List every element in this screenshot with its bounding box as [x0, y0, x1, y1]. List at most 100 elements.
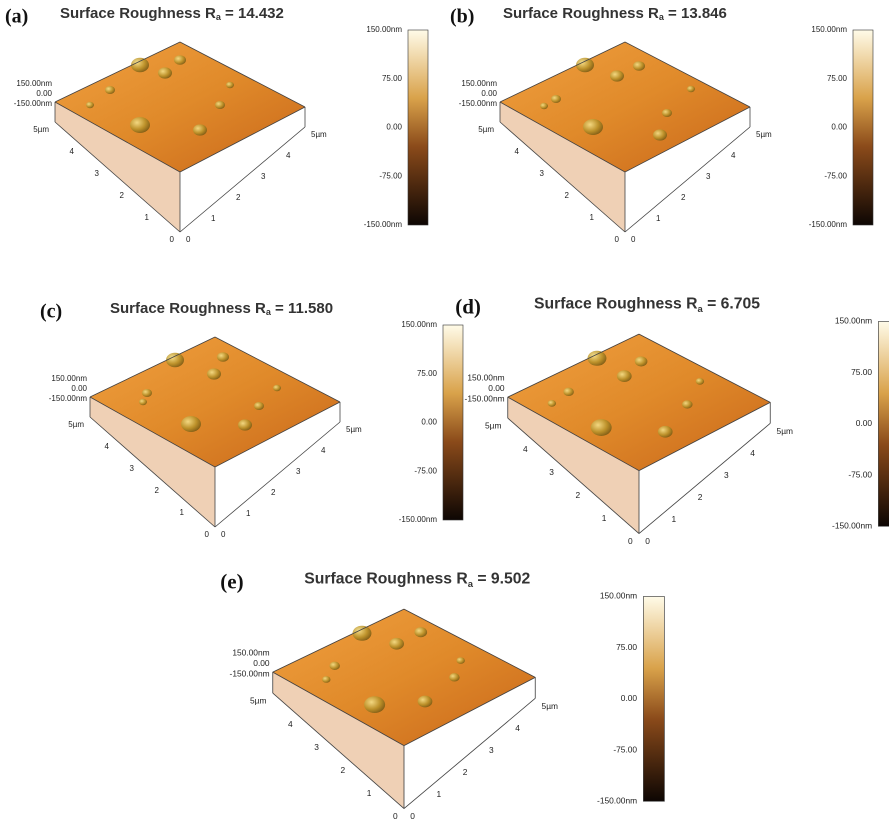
colorbar-label: -75.00: [824, 171, 847, 180]
surface-feature: [238, 419, 252, 431]
left-axis-label: 0: [393, 811, 398, 821]
surface-feature: [322, 676, 331, 683]
z-label: 150.00nm: [232, 647, 269, 657]
colorbar-label: 150.00nm: [600, 591, 637, 601]
box-edge: [89, 396, 216, 468]
box-edge: [54, 41, 181, 103]
colorbar-label: -150.00nm: [832, 520, 872, 530]
left-axis-label: 5µm: [250, 696, 266, 706]
left-axis-label: 1: [590, 213, 595, 222]
surface-feature: [590, 419, 612, 436]
right-axis-label: 0: [645, 536, 650, 546]
left-axis-label: 0: [170, 235, 175, 244]
surface-feature: [449, 673, 460, 682]
right-axis-label: 3: [724, 470, 729, 480]
title-part: = 6.705: [703, 296, 761, 313]
surface-feature: [105, 86, 115, 94]
right-axis-label: 5µm: [346, 425, 362, 434]
colorbar-label: -75.00: [613, 744, 637, 754]
z-label: 150.00nm: [16, 79, 52, 88]
surface-feature: [139, 398, 147, 406]
surface-side: [90, 397, 215, 527]
z-label: -150.00nm: [49, 394, 88, 403]
box-edge: [624, 106, 751, 173]
colorbar: [643, 596, 665, 802]
subscript: a: [698, 303, 704, 314]
panel-label: (b): [450, 6, 474, 28]
colorbar-label: 75.00: [417, 369, 438, 378]
box-edge: [89, 416, 216, 528]
colorbar-label: -150.00nm: [364, 220, 403, 229]
box-edge: [214, 421, 341, 528]
right-axis-label: 1: [211, 214, 216, 223]
right-axis-label: 5µm: [777, 426, 793, 436]
box-edge: [179, 126, 306, 233]
z-label: -150.00nm: [459, 99, 498, 108]
right-axis-label: 3: [489, 745, 494, 755]
right-axis-label: 5µm: [756, 130, 772, 139]
box-edge: [638, 401, 771, 471]
right-axis-label: 2: [681, 193, 686, 202]
right-axis-label: 3: [296, 467, 301, 476]
box-edge: [272, 671, 405, 746]
z-label: 150.00nm: [51, 374, 87, 383]
box-edge: [638, 333, 771, 403]
panel-title: Surface Roughness Ra = 6.705: [534, 296, 760, 315]
surface-feature: [662, 109, 672, 117]
left-axis-label: 4: [70, 147, 75, 156]
left-axis-label: 2: [120, 191, 125, 200]
surface-side: [507, 397, 639, 534]
box-edge: [272, 608, 405, 673]
box-edge: [179, 41, 306, 108]
surface-feature: [174, 55, 186, 65]
title-part: = 9.502: [473, 571, 531, 588]
subscript: a: [216, 12, 222, 22]
colorbar-label: -150.00nm: [399, 515, 438, 524]
afm-panel: (a) Surface Roughness Ra = 14.432 150.00nm…: [5, 5, 429, 244]
colorbar-label: 0.00: [856, 418, 873, 428]
surface-feature: [547, 400, 557, 407]
surface-feature: [131, 57, 149, 73]
surface-feature: [563, 387, 574, 397]
colorbar-label: 75.00: [616, 642, 637, 652]
surface-side: [272, 672, 404, 809]
box-edge: [624, 41, 751, 108]
surface-feature: [166, 352, 184, 368]
left-axis-label: 3: [314, 742, 319, 752]
surface-feature: [329, 661, 340, 670]
surface-feature: [215, 101, 225, 109]
box-edge: [179, 106, 306, 173]
right-axis-label: 4: [321, 446, 326, 455]
z-label: -150.00nm: [465, 393, 505, 403]
colorbar: [878, 321, 889, 527]
z-label: 150.00nm: [461, 79, 497, 88]
surface-feature: [682, 400, 693, 409]
box-edge: [499, 121, 626, 233]
box-edge: [272, 692, 405, 809]
surface-feature: [695, 377, 705, 385]
title-part: Surface Roughness R: [110, 300, 266, 317]
colorbar-label: -150.00nm: [809, 220, 848, 229]
left-axis-label: 0: [615, 235, 620, 244]
surface-feature: [181, 416, 201, 432]
right-axis-label: 5µm: [542, 701, 558, 711]
panel-title: Surface Roughness Ra = 11.580: [110, 300, 333, 317]
surface-feature: [417, 695, 433, 708]
title-part: Surface Roughness R: [304, 571, 468, 588]
colorbar: [442, 324, 464, 521]
surface-feature: [576, 57, 594, 73]
surface-feature: [456, 657, 465, 664]
right-axis-label: 0: [221, 530, 226, 539]
colorbar-label: -75.00: [414, 466, 437, 475]
subscript: a: [468, 578, 474, 589]
box-edge: [499, 101, 626, 173]
surface-feature: [364, 696, 386, 714]
right-axis-label: 4: [750, 448, 755, 458]
title-part: Surface Roughness R: [60, 5, 216, 22]
surface-feature: [633, 61, 645, 71]
left-axis-label: 5µm: [478, 125, 494, 134]
left-axis-label: 3: [540, 169, 545, 178]
surface-feature: [226, 81, 234, 89]
colorbar-label: 0.00: [831, 123, 847, 132]
